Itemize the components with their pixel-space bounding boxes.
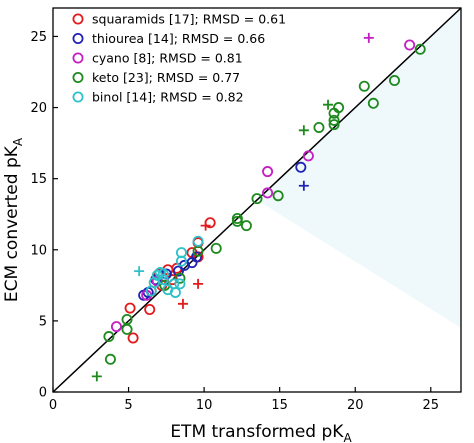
data-point-circle — [103, 331, 115, 343]
data-point-circle — [328, 107, 340, 119]
data-point-circle — [124, 302, 136, 314]
data-point-circle — [251, 193, 263, 205]
data-point-circle — [192, 235, 204, 247]
data-point-plus — [323, 99, 334, 110]
legend-entry-label: keto [23]; RMSD = 0.77 — [92, 70, 240, 85]
data-point-circle — [389, 75, 401, 87]
y-tick-label: 5 — [39, 314, 47, 329]
data-point-circle — [169, 286, 181, 298]
data-point-circle — [367, 97, 379, 109]
data-point-circle — [110, 321, 122, 333]
x-axis-label-subscript: A — [343, 431, 352, 443]
data-point-plus — [200, 220, 211, 231]
legend-marker — [72, 33, 84, 45]
x-tick-label: 10 — [196, 398, 213, 413]
data-point-circle — [127, 332, 139, 344]
legend-marker — [72, 72, 84, 84]
x-tick-label: 20 — [347, 398, 364, 413]
data-point-circle — [144, 304, 156, 316]
data-point-circle — [328, 119, 340, 131]
data-point-circle — [302, 150, 314, 162]
data-point-circle — [414, 43, 426, 55]
data-point-circle — [104, 353, 116, 365]
y-tick-label: 20 — [30, 101, 47, 116]
axes: 0 5 10 15 20 25 0 5 10 15 20 25 — [30, 7, 462, 413]
legend-marker — [72, 13, 84, 25]
plot-area — [52, 7, 462, 393]
legend: squaramids [17]; RMSD = 0.61 thiourea [14… — [72, 12, 286, 105]
shaded-region — [257, 8, 461, 328]
data-point-circle — [328, 114, 340, 126]
x-tick-label: 0 — [49, 398, 57, 413]
y-axis-label: ECM converted pKA — [2, 137, 25, 302]
data-point-plus — [193, 278, 204, 289]
data-point-circle — [174, 278, 186, 290]
data-point-circle — [157, 268, 169, 280]
legend-entry-label: cyano [8]; RMSD = 0.81 — [92, 51, 243, 66]
data-point-plus — [177, 298, 188, 309]
data-point-circle — [231, 212, 243, 224]
y-axis-label-subscript: A — [11, 137, 25, 146]
data-point-circle — [174, 272, 186, 284]
data-point-circle — [313, 121, 325, 133]
data-point-circle — [272, 190, 284, 202]
y-tick-label: 0 — [39, 386, 47, 401]
data-point-circle — [262, 187, 274, 199]
x-tick-label: 5 — [124, 398, 132, 413]
data-point-circle — [295, 161, 307, 173]
data-point-circle — [186, 257, 198, 269]
x-axis-label: ETM transformed pKA — [170, 422, 352, 443]
legend-entry-label: squaramids [17]; RMSD = 0.61 — [92, 12, 286, 27]
data-point-plus — [134, 266, 145, 277]
data-point-circle — [262, 166, 274, 178]
legend-entry-label: binol [14]; RMSD = 0.82 — [92, 90, 244, 105]
y-tick-label: 10 — [30, 243, 47, 258]
x-tick-label: 15 — [271, 398, 288, 413]
x-tick-label: 25 — [423, 398, 440, 413]
legend-entry-label: thiourea [14]; RMSD = 0.66 — [92, 31, 265, 46]
y-tick-label: 25 — [30, 30, 47, 45]
data-point-circle — [121, 323, 133, 335]
y-tick-label: 15 — [30, 172, 47, 187]
data-point-circle — [175, 247, 187, 259]
data-point-circle — [404, 39, 416, 51]
data-point-circle — [358, 80, 370, 92]
data-point-plus — [298, 180, 309, 191]
plot-frame — [52, 7, 462, 393]
x-axis-label-main: ETM transformed pK — [170, 422, 344, 442]
data-point-circle — [210, 242, 222, 254]
data-point-plus — [363, 32, 374, 43]
data-point-plus — [91, 371, 102, 382]
data-point-circle — [151, 269, 163, 281]
legend-marker — [72, 91, 84, 103]
data-point-circle — [172, 265, 184, 277]
data-point-plus — [298, 125, 309, 136]
legend-marker — [72, 52, 84, 64]
data-point-circle — [240, 220, 252, 232]
y-axis-label-main: ECM converted pK — [2, 145, 22, 302]
